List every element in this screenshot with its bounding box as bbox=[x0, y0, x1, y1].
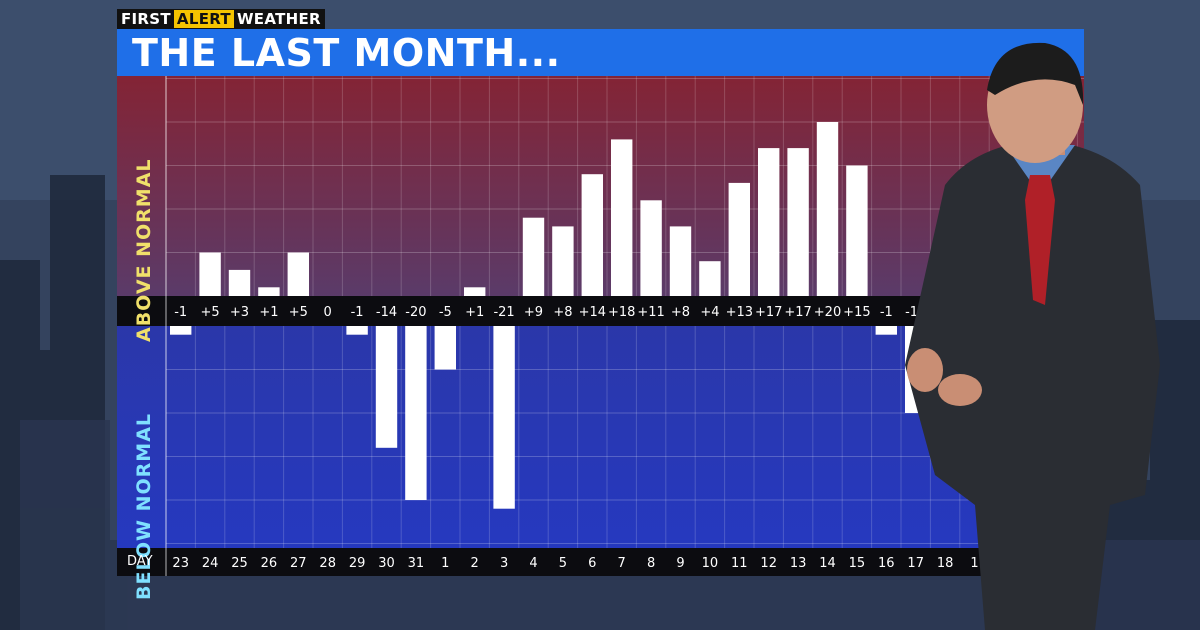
day-axis-strip bbox=[117, 548, 1084, 576]
value-label: 0 bbox=[324, 305, 332, 320]
bar-30 bbox=[375, 326, 398, 448]
value-label: +9 bbox=[524, 305, 543, 320]
brand-alert: ALERT bbox=[173, 10, 234, 28]
presenter-figure bbox=[905, 42, 1160, 630]
day-tick-label: 6 bbox=[588, 556, 596, 571]
day-tick-label: 15 bbox=[849, 556, 866, 571]
value-label: +5 bbox=[201, 305, 220, 320]
bar-26 bbox=[258, 287, 280, 296]
bar-23 bbox=[170, 326, 192, 335]
above-normal-label: ABOVE NORMAL bbox=[133, 158, 155, 342]
day-tick-label: 25 bbox=[231, 556, 248, 571]
day-tick-label: 18 bbox=[937, 556, 954, 571]
day-tick-label: 1 bbox=[970, 556, 978, 571]
first-alert-weather-logo: FIRST ALERT WEATHER bbox=[117, 9, 325, 29]
bar-29 bbox=[346, 326, 368, 335]
value-label: -1 bbox=[174, 305, 187, 320]
bar-2 bbox=[464, 287, 486, 296]
bar-6 bbox=[581, 174, 603, 296]
day-tick-label: 10 bbox=[702, 556, 719, 571]
day-tick-label: 5 bbox=[559, 556, 567, 571]
value-label: +8 bbox=[671, 305, 690, 320]
bar-4 bbox=[522, 217, 545, 296]
day-tick-label: 12 bbox=[760, 556, 777, 571]
bar-10 bbox=[699, 261, 721, 296]
value-label: +18 bbox=[608, 305, 635, 320]
brand-weather: WEATHER bbox=[236, 10, 321, 28]
bar-31 bbox=[405, 326, 427, 500]
day-tick-label: 26 bbox=[261, 556, 278, 571]
bar-11 bbox=[728, 182, 750, 296]
day-tick-label: 24 bbox=[202, 556, 219, 571]
value-label: -21 bbox=[493, 305, 514, 320]
value-label: -14 bbox=[376, 305, 397, 320]
below-normal-label: BELOW NORMAL bbox=[133, 412, 155, 600]
day-tick-label: 14 bbox=[819, 556, 836, 571]
value-label: +13 bbox=[726, 305, 753, 320]
day-tick-label: 23 bbox=[172, 556, 189, 571]
bar-14 bbox=[816, 122, 839, 296]
day-tick-label: 16 bbox=[878, 556, 895, 571]
bar-25 bbox=[228, 269, 251, 296]
bar-15 bbox=[846, 165, 868, 296]
day-tick-label: 11 bbox=[731, 556, 748, 571]
title-bar: THE LAST MONTH... bbox=[117, 29, 1084, 76]
day-axis-label: DAY bbox=[127, 554, 153, 569]
day-tick-label: 31 bbox=[408, 556, 425, 571]
value-label: +14 bbox=[579, 305, 606, 320]
day-tick-label: 27 bbox=[290, 556, 307, 571]
day-tick-label: 4 bbox=[529, 556, 537, 571]
value-label: +1 bbox=[259, 305, 278, 320]
value-label: +3 bbox=[230, 305, 249, 320]
day-tick-label: 9 bbox=[676, 556, 684, 571]
value-label: +5 bbox=[289, 305, 308, 320]
value-label: +17 bbox=[755, 305, 782, 320]
value-label: -1 bbox=[880, 305, 893, 320]
value-label: +17 bbox=[784, 305, 811, 320]
value-label: +11 bbox=[637, 305, 664, 320]
day-tick-label: 17 bbox=[907, 556, 924, 571]
bar-5 bbox=[552, 226, 574, 296]
value-label: +4 bbox=[700, 305, 719, 320]
day-tick-label: 2 bbox=[471, 556, 479, 571]
value-label: -5 bbox=[439, 305, 452, 320]
bar-7 bbox=[611, 139, 633, 296]
bar-3 bbox=[493, 326, 515, 509]
value-label: +20 bbox=[814, 305, 841, 320]
value-label: +1 bbox=[465, 305, 484, 320]
bar-16 bbox=[875, 326, 897, 335]
day-tick-label: 7 bbox=[618, 556, 626, 571]
bar-12 bbox=[758, 148, 780, 296]
brand-first: FIRST bbox=[121, 10, 171, 28]
bar-27 bbox=[287, 252, 309, 296]
bar-8 bbox=[640, 200, 662, 296]
day-tick-label: 8 bbox=[647, 556, 655, 571]
bar-1 bbox=[434, 326, 456, 370]
day-tick-label: 29 bbox=[349, 556, 366, 571]
day-tick-label: 3 bbox=[500, 556, 508, 571]
bar-24 bbox=[199, 252, 221, 296]
value-label: -1 bbox=[351, 305, 364, 320]
value-label: +15 bbox=[843, 305, 870, 320]
day-tick-label: 1 bbox=[441, 556, 449, 571]
value-label: +8 bbox=[553, 305, 572, 320]
bar-9 bbox=[669, 226, 692, 296]
page-title: THE LAST MONTH... bbox=[132, 31, 561, 75]
day-tick-label: 13 bbox=[790, 556, 807, 571]
day-tick-label: 28 bbox=[319, 556, 336, 571]
day-tick-label: 30 bbox=[378, 556, 395, 571]
bar-13 bbox=[787, 148, 809, 296]
value-label: -20 bbox=[405, 305, 426, 320]
